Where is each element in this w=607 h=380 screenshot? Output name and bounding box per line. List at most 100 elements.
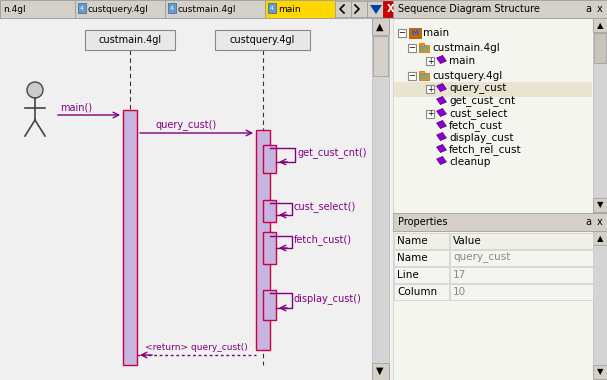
Polygon shape: [436, 84, 446, 92]
Polygon shape: [436, 157, 446, 165]
Text: x: x: [597, 217, 603, 227]
Bar: [594, 33, 606, 63]
Bar: [408, 72, 416, 80]
Bar: [265, 0, 335, 18]
Bar: [419, 45, 429, 52]
Bar: [394, 233, 449, 249]
Text: 17: 17: [453, 270, 466, 280]
Polygon shape: [436, 108, 446, 117]
Bar: [78, 3, 86, 13]
Bar: [419, 71, 424, 74]
Text: +: +: [427, 84, 433, 93]
Bar: [85, 30, 175, 50]
Text: ▲: ▲: [597, 22, 603, 30]
Bar: [372, 18, 389, 35]
Bar: [408, 44, 416, 52]
Text: 10: 10: [453, 287, 466, 297]
Polygon shape: [436, 120, 446, 128]
Text: Name: Name: [397, 253, 427, 263]
Bar: [409, 28, 421, 38]
Bar: [426, 85, 434, 93]
Bar: [372, 363, 389, 380]
Text: −: −: [409, 43, 416, 52]
Bar: [75, 0, 165, 18]
Text: fetch_rel_cust: fetch_rel_cust: [449, 144, 521, 155]
Bar: [394, 284, 449, 300]
Bar: [123, 110, 137, 365]
Text: custmain.4gl: custmain.4gl: [98, 35, 161, 45]
Text: query_cust(): query_cust(): [155, 119, 216, 130]
Text: custquery.4gl: custquery.4gl: [88, 5, 149, 14]
Text: n.4gl: n.4gl: [3, 5, 25, 14]
Bar: [593, 365, 607, 379]
Text: M: M: [412, 30, 418, 36]
Text: <return> query_cust(): <return> query_cust(): [145, 343, 248, 352]
Text: Properties: Properties: [398, 217, 447, 227]
Bar: [419, 73, 429, 80]
Text: custmain.4gl: custmain.4gl: [178, 5, 237, 14]
Text: main: main: [278, 5, 300, 14]
Bar: [263, 200, 276, 222]
Bar: [420, 46, 428, 51]
Text: a: a: [585, 217, 591, 227]
Bar: [0, 18, 390, 380]
Bar: [450, 250, 593, 266]
Text: query_cust: query_cust: [453, 253, 510, 263]
Bar: [593, 198, 607, 212]
Text: display_cust: display_cust: [449, 133, 514, 144]
Text: custquery.4gl: custquery.4gl: [229, 35, 294, 45]
Text: ▲: ▲: [597, 234, 603, 244]
Polygon shape: [436, 144, 446, 152]
Text: +: +: [427, 57, 433, 65]
Text: Column: Column: [397, 287, 437, 297]
Text: cleanup: cleanup: [449, 157, 490, 167]
Bar: [335, 1, 351, 17]
Text: cust_select: cust_select: [449, 109, 507, 119]
Polygon shape: [436, 133, 446, 141]
Text: −: −: [399, 28, 405, 38]
Bar: [268, 3, 276, 13]
Text: x: x: [597, 4, 603, 14]
Bar: [383, 1, 399, 17]
Polygon shape: [370, 5, 382, 14]
Polygon shape: [436, 97, 446, 104]
Text: main: main: [449, 56, 475, 66]
Bar: [398, 29, 406, 37]
Text: a: a: [585, 4, 591, 14]
Text: +: +: [427, 109, 433, 119]
Text: main(): main(): [60, 102, 92, 112]
Bar: [420, 74, 428, 79]
Text: ▼: ▼: [376, 366, 384, 376]
Bar: [450, 233, 593, 249]
Bar: [165, 0, 265, 18]
Text: 4: 4: [80, 5, 84, 11]
Bar: [393, 231, 607, 380]
Bar: [419, 43, 424, 46]
Text: ▲: ▲: [376, 22, 384, 32]
Bar: [367, 1, 383, 17]
Bar: [0, 0, 75, 18]
Bar: [256, 130, 270, 350]
Bar: [263, 232, 276, 264]
Text: main: main: [423, 28, 449, 38]
Bar: [372, 18, 389, 380]
Bar: [168, 3, 176, 13]
Bar: [0, 0, 607, 18]
Text: ▼: ▼: [597, 367, 603, 377]
Bar: [394, 82, 592, 97]
Bar: [426, 110, 434, 118]
Text: X: X: [387, 4, 395, 14]
Bar: [593, 231, 607, 245]
Text: Line: Line: [397, 270, 419, 280]
Text: query_cust: query_cust: [449, 84, 506, 94]
Bar: [426, 57, 434, 65]
Text: get_cust_cnt(): get_cust_cnt(): [297, 147, 367, 158]
Text: custquery.4gl: custquery.4gl: [432, 71, 502, 81]
Bar: [450, 267, 593, 283]
Text: custmain.4gl: custmain.4gl: [432, 43, 500, 53]
Bar: [593, 18, 607, 213]
Text: Name: Name: [397, 236, 427, 246]
Bar: [593, 231, 607, 380]
Text: Sequence Diagram Structure: Sequence Diagram Structure: [398, 4, 540, 14]
Text: fetch_cust(): fetch_cust(): [294, 234, 352, 245]
